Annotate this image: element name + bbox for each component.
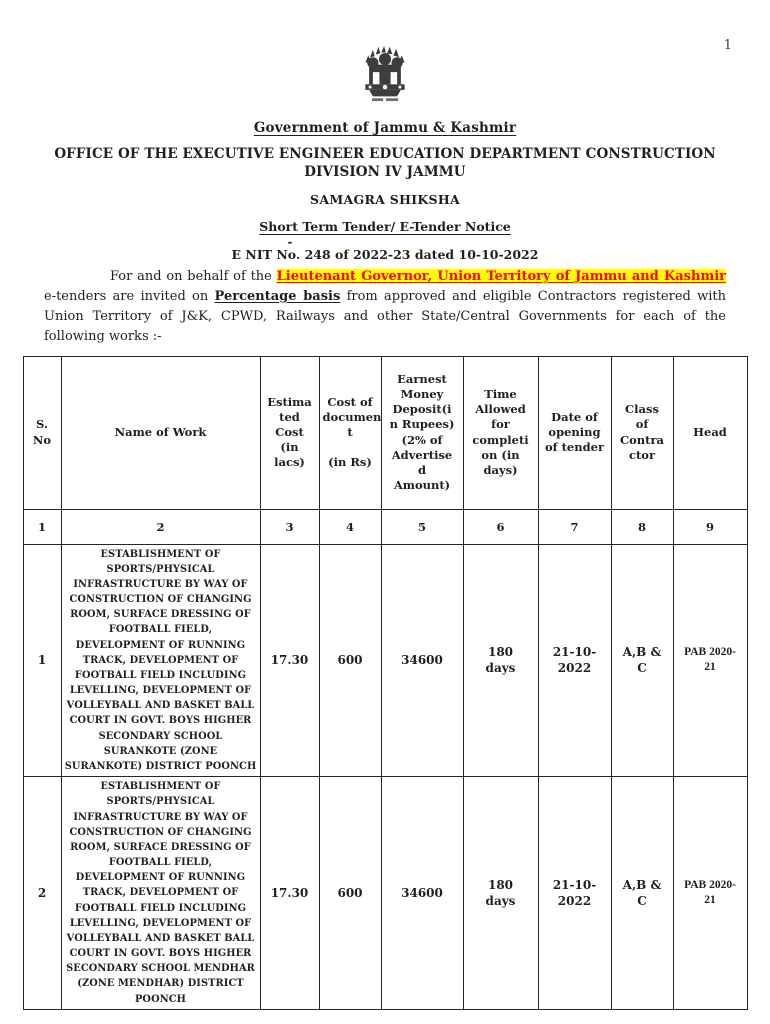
col-header-contractor-class: Class of Contra ctor	[610, 355, 674, 510]
table-row: 1 ESTABLISHMENT OF SPORTS/PHYSICAL INFRA…	[22, 543, 748, 778]
col-number: 1	[22, 508, 62, 545]
col-header-estimated-cost: Estima ted Cost (in lacs)	[259, 355, 320, 510]
row-time-allowed: 180 days	[462, 776, 539, 1010]
intro-mid: e-tenders are invited on	[44, 288, 215, 304]
row-name-of-work: ESTABLISHMENT OF SPORTS/PHYSICAL INFRAST…	[60, 543, 261, 778]
col-header-document-cost: Cost of documen t (in Rs)	[318, 355, 382, 510]
col-number: 3	[259, 508, 320, 545]
col-header-sno: S. No	[22, 355, 62, 510]
state-emblem-of-india-icon	[365, 46, 405, 102]
col-header-name-of-work: Name of Work	[60, 355, 261, 510]
col-header-opening-date: Date of opening of tender	[537, 355, 612, 510]
col-number: 8	[610, 508, 674, 545]
row-opening-date: 21-10- 2022	[537, 776, 612, 1010]
col-number: 2	[60, 508, 261, 545]
stray-dash: -	[287, 235, 293, 250]
col-number: 9	[672, 508, 748, 545]
row-estimated-cost: 17.30	[259, 543, 320, 778]
intro-lead: For and on behalf of the	[110, 269, 277, 285]
column-number-row: 1 2 3 4 5 6 7 8 9	[22, 508, 748, 545]
intro-paragraph: For and on behalf of the Lieutenant Gove…	[44, 267, 726, 347]
row-contractor-class: A,B & C	[610, 776, 674, 1010]
tender-table: S. No Name of Work Estima ted Cost (in l…	[22, 355, 748, 1010]
row-head: PAB 2020- 21	[672, 543, 748, 778]
row-estimated-cost: 17.30	[259, 776, 320, 1010]
row-emd: 34600	[380, 543, 464, 778]
col-number: 6	[462, 508, 539, 545]
row-document-cost: 600	[318, 776, 382, 1010]
intro-tail: from approved and eligible Contractors r…	[44, 288, 727, 344]
table-row: 2 ESTABLISHMENT OF SPORTS/PHYSICAL INFRA…	[22, 776, 748, 1010]
government-title: Government of Jammu & Kashmir	[253, 120, 517, 136]
highlighted-authority-text: Lieutenant Governor, Union Territory of …	[276, 269, 726, 285]
table-header-row: S. No Name of Work Estima ted Cost (in l…	[22, 355, 748, 510]
row-head: PAB 2020- 21	[672, 776, 748, 1010]
percentage-basis-text: Percentage basis	[214, 288, 341, 304]
col-header-time-allowed: Time Allowed for completi on (in days)	[462, 355, 539, 510]
scheme-title: SAMAGRA SHIKSHA	[310, 192, 460, 208]
row-time-allowed: 180 days	[462, 543, 539, 778]
row-emd: 34600	[380, 776, 464, 1010]
col-header-emd: Earnest Money Deposit(i n Rupees) (2% of…	[380, 355, 464, 510]
row-sno: 2	[22, 776, 62, 1010]
col-header-head: Head	[672, 355, 748, 510]
emblem-container	[0, 0, 770, 104]
row-name-of-work: ESTABLISHMENT OF SPORTS/PHYSICAL INFRAST…	[60, 776, 261, 1010]
nit-number-line: E NIT No. 248 of 2022-23 dated 10-10-202…	[231, 247, 539, 263]
row-opening-date: 21-10- 2022	[537, 543, 612, 778]
tender-notice-title: Short Term Tender/ E-Tender Notice	[259, 219, 511, 235]
col-number: 7	[537, 508, 612, 545]
col-number: 4	[318, 508, 382, 545]
row-sno: 1	[22, 543, 62, 778]
office-title: OFFICE OF THE EXECUTIVE ENGINEER EDUCATI…	[54, 146, 716, 180]
page-number: 1	[723, 38, 732, 53]
row-contractor-class: A,B & C	[610, 543, 674, 778]
col-number: 5	[380, 508, 464, 545]
row-document-cost: 600	[318, 543, 382, 778]
